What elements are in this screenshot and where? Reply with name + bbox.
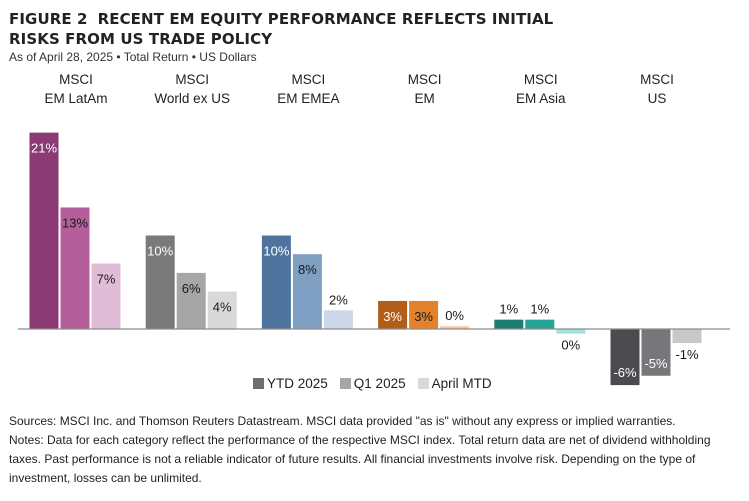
bar-us-april-mtd [672,329,702,344]
bar-em-latam-ytd-2025 [29,132,59,329]
legend: YTD 2025 Q1 2025 April MTD [253,376,492,391]
category-label-msci-em: MSCI EM [408,72,442,106]
bar-em-emea-q1-2025 [292,254,322,329]
value-label-us-ytd-2025: -6% [613,365,637,380]
value-label-world-ex-us-q1-2025: 6% [182,281,201,296]
bar-em-latam-april-mtd [91,263,121,329]
value-label-em-latam-april-mtd: 7% [97,272,116,287]
bar-chart: MSCI EM LatAm MSCI World ex US MSCI EM EMEA MS… [18,72,730,386]
bar-world-ex-us-q1-2025 [176,272,206,329]
category-label-msci-em-asia: MSCI EM Asia [516,72,566,106]
value-label-world-ex-us-april-mtd: 4% [213,300,232,315]
bar-em-asia-april-mtd [556,329,586,334]
value-label-world-ex-us-ytd-2025: 10% [147,244,173,259]
value-label-em-emea-q1-2025: 8% [298,262,317,277]
category-label-msci-us: MSCI US [640,72,674,106]
value-label-em-ytd-2025: 3% [383,309,402,324]
figure-subtitle: As of April 28, 2025 • Total Return • US… [9,50,257,64]
bars [29,132,702,386]
value-label-us-april-mtd: -1% [675,347,699,362]
bar-em-latam-q1-2025 [60,207,90,329]
legend-swatch-april [417,378,429,389]
bar-em-ytd-2025 [378,300,408,329]
value-labels: 21% 13% 7% 10% 6% 4% 10% 8% 2% 3% 3% 0% 1% 1% 0% -6% -5%… [31,141,699,380]
bar-em-emea-april-mtd [323,310,353,329]
bar-em-asia-ytd-2025 [494,319,524,329]
value-label-em-latam-q1-2025: 13% [62,215,88,230]
value-label-em-april-mtd: 0% [445,308,464,323]
bar-us-ytd-2025 [610,329,640,386]
value-label-em-emea-april-mtd: 2% [329,292,348,307]
bar-em-emea-ytd-2025 [261,235,291,329]
footnotes: Sources: MSCI Inc. and Thomson Reuters D… [9,412,744,488]
value-label-em-emea-ytd-2025: 10% [263,244,289,259]
value-label-em-asia-q1-2025: 1% [530,302,549,317]
legend-item-q1: Q1 2025 [339,376,406,391]
value-label-em-q1-2025: 3% [414,309,433,324]
category-labels: MSCI EM LatAm MSCI World ex US MSCI EM EMEA MS… [44,72,673,106]
legend-swatch-q1 [339,378,351,389]
legend-label-ytd: YTD 2025 [267,376,328,391]
legend-label-q1: Q1 2025 [353,376,406,391]
value-label-us-q1-2025: -5% [644,356,668,371]
bar-world-ex-us-april-mtd [207,291,237,329]
legend-item-ytd: YTD 2025 [253,376,328,391]
figure-label: FIGURE 2 [9,10,88,28]
figure-title: FIGURE 2 RECENT EM EQUITY PERFORMANCE REF… [9,9,609,49]
value-label-em-asia-april-mtd: 0% [561,338,580,353]
legend-label-april: April MTD [431,376,492,391]
sources-note: Sources: MSCI Inc. and Thomson Reuters D… [9,414,676,428]
bar-world-ex-us-ytd-2025 [145,235,175,329]
disclaimer-note: Notes: Data for each category reflect th… [9,433,711,485]
bar-em-q1-2025 [409,300,439,329]
category-label-msci-em-emea: MSCI EM EMEA [277,72,339,106]
legend-item-april: April MTD [417,376,492,391]
category-label-msci-em-latam: MSCI EM LatAm [44,72,107,106]
value-label-em-latam-ytd-2025: 21% [31,141,57,156]
legend-swatch-ytd [253,378,264,389]
bar-em-asia-q1-2025 [525,319,555,329]
bar-us-q1-2025 [641,329,671,376]
value-label-em-asia-ytd-2025: 1% [499,302,518,317]
figure-title-text: RECENT EM EQUITY PERFORMANCE REFLECTS IN… [9,10,554,48]
bar-em-april-mtd [440,326,470,329]
category-label-msci-world-ex-us: MSCI World ex US [154,72,230,106]
